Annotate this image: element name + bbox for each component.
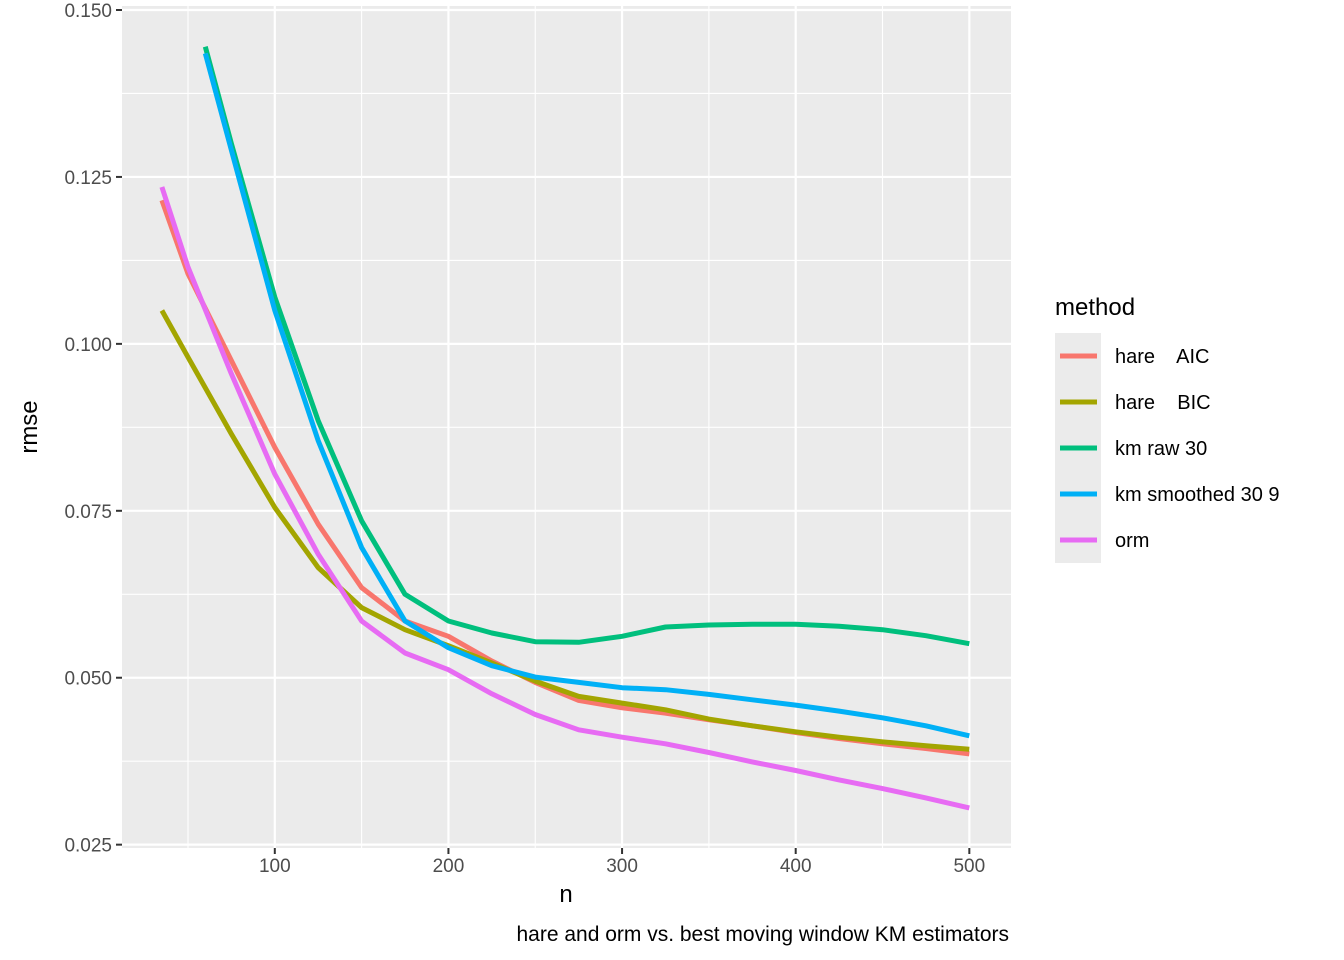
x-tick-label: 300 bbox=[606, 856, 638, 877]
x-tick-label: 100 bbox=[259, 856, 291, 877]
x-axis-label: n bbox=[559, 881, 572, 908]
legend-label-hare-aic: hare AIC bbox=[1115, 346, 1210, 368]
y-tick-label: 0.125 bbox=[64, 168, 112, 189]
legend-label-km-raw-30: km raw 30 bbox=[1115, 438, 1207, 460]
legend-title: method bbox=[1055, 294, 1135, 321]
legend: method hare AIC hare BIC km raw 30 km smoot… bbox=[1055, 294, 1280, 563]
y-axis-label: rmse bbox=[16, 400, 43, 453]
minor-gridlines bbox=[122, 6, 1011, 848]
series-line-km-raw-30 bbox=[202, 46, 970, 647]
y-tick-label: 0.150 bbox=[64, 1, 112, 22]
x-tick-label: 500 bbox=[953, 856, 985, 877]
y-tick-label: 0.050 bbox=[64, 669, 112, 690]
chart-caption: hare and orm vs. best moving window KM e… bbox=[516, 923, 1009, 946]
y-tick-label: 0.075 bbox=[64, 502, 112, 523]
x-tick-label: 400 bbox=[780, 856, 812, 877]
series-line-km-smoothed-30-9 bbox=[202, 52, 970, 739]
series-lines bbox=[159, 46, 970, 811]
legend-label-orm: orm bbox=[1115, 530, 1149, 552]
series-line-orm bbox=[159, 186, 970, 811]
axes: 100 200 300 400 500 0.025 0.050 0.075 0.100 0.125… bbox=[64, 1, 985, 877]
legend-label-km-smoothed-30-9: km smoothed 30 9 bbox=[1115, 484, 1280, 506]
legend-label-hare-bic: hare BIC bbox=[1115, 392, 1211, 414]
y-tick-label: 0.025 bbox=[64, 836, 112, 857]
x-tick-label: 200 bbox=[433, 856, 465, 877]
major-gridlines bbox=[122, 6, 1011, 848]
series-line-hare-bic bbox=[159, 309, 970, 752]
y-tick-label: 0.100 bbox=[64, 335, 112, 356]
